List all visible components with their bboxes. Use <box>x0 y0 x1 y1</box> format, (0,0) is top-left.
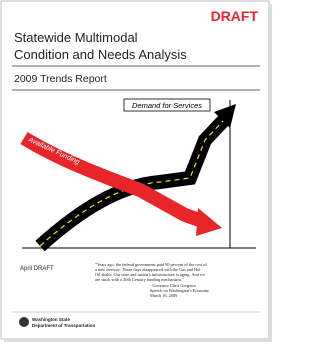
agency-logo <box>19 317 29 327</box>
draft-stamp: DRAFT <box>211 8 259 24</box>
page: DRAFT Statewide Multimodal Condition and… <box>0 0 273 343</box>
subtitle: 2009 Trends Report <box>14 73 107 85</box>
title: Condition and Needs Analysis <box>14 47 187 62</box>
quote-line: are stuck with a 20th Century funding me… <box>95 277 184 282</box>
date: April DRAFT <box>20 266 54 272</box>
page-shadow <box>269 4 272 342</box>
title: Statewide Multimodal <box>14 30 138 45</box>
rising-label: Demand for Services <box>132 101 202 110</box>
agency-name: Washington State <box>32 317 70 322</box>
agency-name: Department of Transportation <box>32 323 96 328</box>
page-shadow <box>4 339 272 342</box>
